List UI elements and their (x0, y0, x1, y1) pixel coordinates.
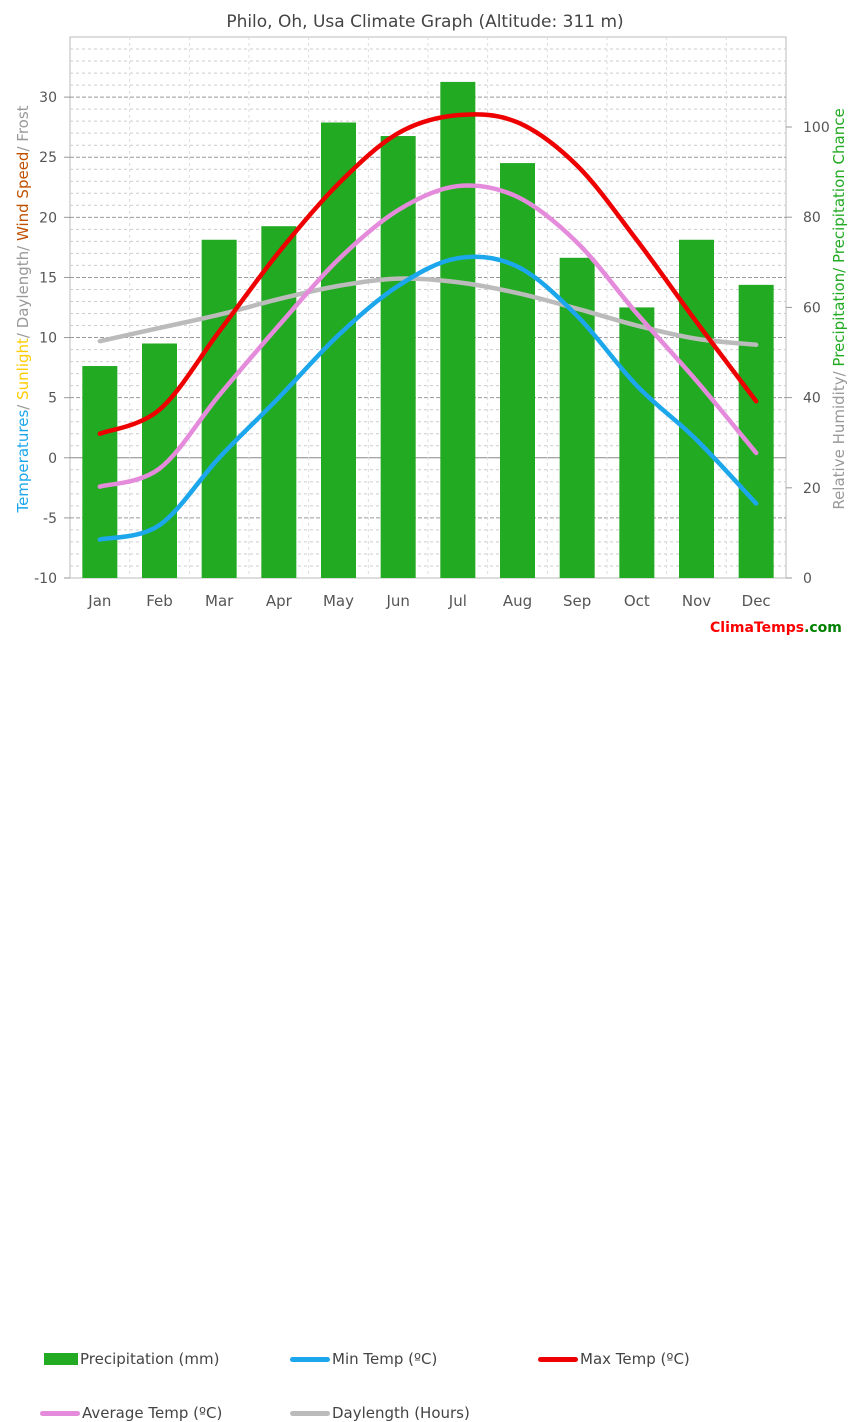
brand-part-2: Temps (753, 620, 805, 636)
left-axis-label-part-1: / (14, 400, 32, 410)
legend-item-precipitation: Precipitation (mm) (44, 1350, 219, 1368)
right-tick-label: 40 (803, 391, 821, 407)
x-tick-label-apr: Apr (266, 592, 293, 610)
precipitation-bar-apr (261, 226, 297, 578)
legend-item-max-temp: Max Temp (ºC) (538, 1350, 690, 1368)
precipitation-bar-dec (738, 284, 774, 578)
right-tick-label: 100 (803, 120, 830, 136)
right-tick-label: 20 (803, 481, 821, 497)
precipitation-bar-oct (619, 307, 655, 578)
x-tick-label-oct: Oct (624, 592, 650, 610)
precipitation-bar-feb (142, 343, 177, 578)
right-tick-label: 60 (803, 300, 821, 316)
legend-swatch-max-temp (538, 1356, 578, 1362)
left-tick-label: 10 (39, 331, 57, 347)
x-tick-label-dec: Dec (742, 592, 771, 610)
brand-part-3: .com (804, 620, 842, 636)
brand-logo[interactable]: ClimaTemps.com (710, 620, 842, 636)
legend-swatch-daylength (290, 1410, 330, 1416)
min-temp-line (97, 254, 759, 542)
precipitation-bars (82, 81, 774, 579)
left-axis-label-part-2: Sunlight (14, 338, 32, 400)
left-axis-label-part-0: Temperatures (14, 410, 32, 514)
left-axis-label: Temperatures/ Sunlight/ Daylength/ Wind … (14, 105, 32, 513)
left-tick-label: 0 (48, 451, 57, 467)
left-tick-label: 15 (39, 270, 57, 286)
right-axis-label: Relative Humidity/ Precipitation/ Precip… (830, 108, 848, 509)
chart-stage: Philo, Oh, Usa Climate Graph (Altitude: … (14, 12, 848, 1422)
legend-label-avg-temp: Average Temp (ºC) (82, 1404, 223, 1422)
left-tick-label: -5 (43, 511, 57, 527)
left-tick-label: 20 (39, 210, 57, 226)
precipitation-bar-jul (440, 81, 476, 579)
brand-part-1: Clima (710, 620, 754, 636)
precipitation-bar-nov (679, 239, 714, 578)
left-tick-label: 25 (39, 150, 57, 166)
left-tick-label: -10 (34, 571, 57, 587)
left-tick-label: 30 (39, 90, 57, 106)
legend-label-daylength: Daylength (Hours) (332, 1404, 470, 1422)
average-temp-line (97, 183, 759, 489)
legend-swatch-precipitation (44, 1353, 78, 1365)
left-axis-label-part-3: / Daylength/ (14, 241, 32, 338)
legend-item-daylength: Daylength (Hours) (290, 1404, 470, 1422)
right-axis-label-part-0: Relative Humidity/ (830, 367, 848, 510)
right-tick-label: 0 (803, 571, 812, 587)
legend-label-precipitation: Precipitation (mm) (80, 1350, 220, 1368)
x-tick-label-may: May (323, 592, 354, 610)
left-tick-label: 5 (48, 391, 57, 407)
daylength-line (97, 276, 759, 348)
axes: -10 -5 0 5 10 15 20 25 30 0 20 40 60 80 100 Jan Feb Mar Ap… (34, 90, 830, 610)
climate-chart: Philo, Oh, Usa Climate Graph (Altitude: … (14, 12, 848, 610)
grid (69, 36, 787, 579)
left-axis-label-part-5: / Frost (14, 105, 32, 151)
max-temp-line (97, 112, 759, 436)
legend-label-max-temp: Max Temp (ºC) (580, 1350, 690, 1368)
x-tick-label-jul: Jul (448, 592, 467, 610)
legend-item-avg-temp: Average Temp (ºC) (40, 1404, 222, 1422)
legend-item-min-temp: Min Temp (ºC) (290, 1350, 437, 1368)
x-tick-label-nov: Nov (682, 592, 711, 610)
temperature-lines (97, 112, 759, 542)
x-tick-label-sep: Sep (563, 592, 591, 610)
x-tick-label-jun: Jun (385, 592, 409, 610)
legend-swatch-avg-temp (40, 1410, 80, 1416)
left-axis-label-part-4: Wind Speed (14, 152, 32, 242)
x-tick-label-mar: Mar (205, 592, 234, 610)
chart-title: Philo, Oh, Usa Climate Graph (Altitude: … (226, 12, 623, 32)
right-tick-label: 80 (803, 210, 821, 226)
x-tick-label-feb: Feb (146, 592, 173, 610)
x-tick-label-aug: Aug (503, 592, 532, 610)
right-axis-label-part-1: Precipitation/ Precipitation Chance (830, 108, 848, 366)
x-tick-label-jan: Jan (87, 592, 111, 610)
legend-label-min-temp: Min Temp (ºC) (332, 1350, 438, 1368)
precipitation-bar-jan (82, 366, 118, 578)
legend-swatch-min-temp (290, 1356, 330, 1362)
precipitation-bar-aug (500, 163, 535, 578)
